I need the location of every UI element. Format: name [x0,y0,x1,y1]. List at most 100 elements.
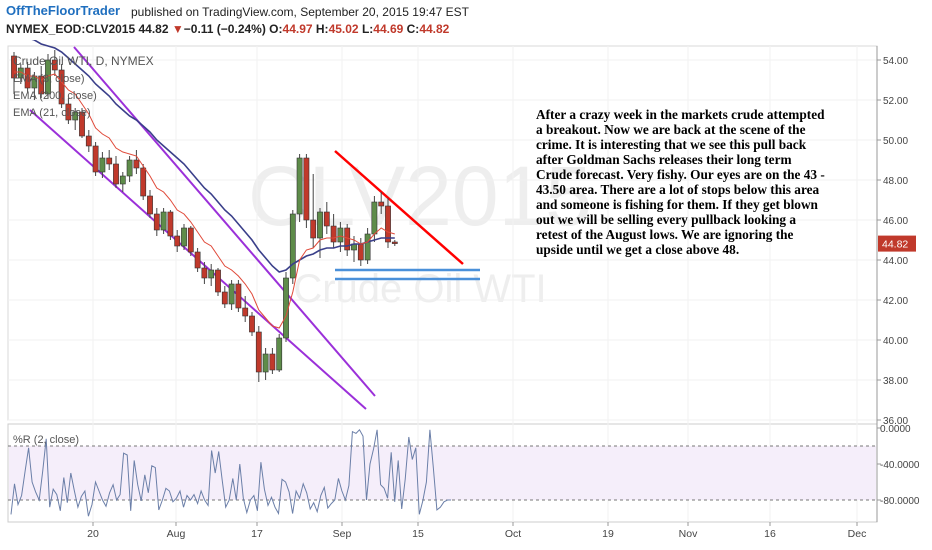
candle-body [221,291,228,305]
candle[interactable] [303,154,310,228]
downtrend-line[interactable] [334,150,464,265]
time-tick-label: 20 [87,528,99,540]
chart-header: OffTheFloorTrader published on TradingVi… [0,0,932,44]
candle[interactable] [181,224,187,250]
candle[interactable] [262,348,269,380]
candle-body [385,205,391,243]
open-label: O: [269,22,283,36]
candle[interactable] [276,334,283,372]
indicator-title[interactable]: %R (2, close) [13,434,79,446]
candle[interactable] [187,226,194,256]
ema21-line[interactable] [14,40,395,273]
candle[interactable] [194,248,201,272]
candle-body [296,157,303,215]
candle[interactable] [378,192,385,214]
legend-ema21[interactable]: EMA (21, close) [13,107,91,119]
candle[interactable] [208,264,215,286]
price-tick-label: 48.00 [883,176,908,187]
candle[interactable] [85,130,92,152]
legend-title[interactable]: Crude Oil WTI, D, NYMEX [13,54,154,68]
candle[interactable] [72,108,79,130]
candle-body [153,213,160,231]
time-tick-label: Nov [679,528,698,540]
candle[interactable] [364,228,371,264]
candle-body [330,225,337,243]
high-label: H: [315,22,329,36]
candle[interactable] [391,240,398,246]
candle[interactable] [249,312,255,336]
author-brand[interactable]: OffTheFloorTrader [6,3,121,18]
candle[interactable] [126,156,133,182]
time-tick-label: 16 [764,528,776,540]
price-tick-label: 44.00 [883,256,908,267]
price-tick-label: 52.00 [883,96,908,107]
last-price-marker [878,235,916,252]
price-change: −0.11 (−0.24%) [183,22,266,36]
price-pane [7,45,878,421]
candle[interactable] [215,268,221,296]
last-price: 44.82 [138,22,169,36]
candle[interactable] [147,190,153,218]
candle[interactable] [11,52,17,94]
candle[interactable] [119,172,126,192]
candle[interactable] [133,150,140,174]
candle[interactable] [92,142,99,176]
legend-ema200[interactable]: EMA (200, close) [13,90,97,102]
candle[interactable] [242,296,249,322]
candle[interactable] [337,222,344,252]
candle[interactable] [269,348,276,374]
candle-body [126,159,133,177]
channel-upper-line[interactable] [73,46,376,397]
wr-tick-label: -40.0000 [880,460,920,471]
candle[interactable] [310,174,317,248]
ema8-line[interactable] [14,71,395,329]
candle-body [215,269,221,293]
candle[interactable] [255,326,262,382]
candle[interactable] [51,50,58,76]
analysis-annotation: After a crazy week in the markets crude … [536,107,825,257]
candle[interactable] [296,154,303,222]
candle-body [38,75,45,95]
wr-tick-label: -80.0000 [880,496,920,507]
candle[interactable] [160,208,167,234]
time-tick-label: Aug [167,528,186,540]
candle[interactable] [167,210,174,240]
candle[interactable] [283,272,289,342]
candle[interactable] [323,202,330,234]
candle[interactable] [79,108,85,138]
candle-body [337,227,344,243]
candle-body [65,103,72,121]
candle-body [242,307,249,317]
candle[interactable] [385,198,391,248]
candle[interactable] [153,208,160,236]
candle[interactable] [65,98,72,124]
candle[interactable] [174,230,181,252]
candle[interactable] [228,280,235,310]
candle[interactable] [289,210,296,284]
candle[interactable] [221,286,228,308]
symbol-name[interactable]: NYMEX_EOD:CLV2015 [6,22,136,36]
candle-body [235,283,242,309]
candle[interactable] [24,62,31,92]
candle[interactable] [106,150,113,170]
wr-line[interactable] [10,428,451,517]
close-label: C: [406,22,420,36]
time-tick-label: Dec [848,528,867,540]
candle[interactable] [235,280,242,312]
candle[interactable] [140,164,147,200]
time-tick-label: Sep [333,528,352,540]
legend-ema8[interactable]: EMA (8, close) [13,73,85,85]
candle[interactable] [330,214,337,248]
price-chart[interactable]: CLV2015 Crude Oil WTI 54.0052.0050.0048.… [0,40,932,550]
candle-body [106,157,113,165]
candle-body [113,163,119,185]
time-tick-label: 19 [602,528,614,540]
candle[interactable] [201,262,208,284]
candle[interactable] [58,64,65,108]
candle[interactable] [113,156,119,188]
candle-body [51,59,58,71]
candle-body [357,243,364,261]
candle[interactable] [38,66,45,98]
candle-body [167,211,174,237]
candle[interactable] [99,152,106,178]
